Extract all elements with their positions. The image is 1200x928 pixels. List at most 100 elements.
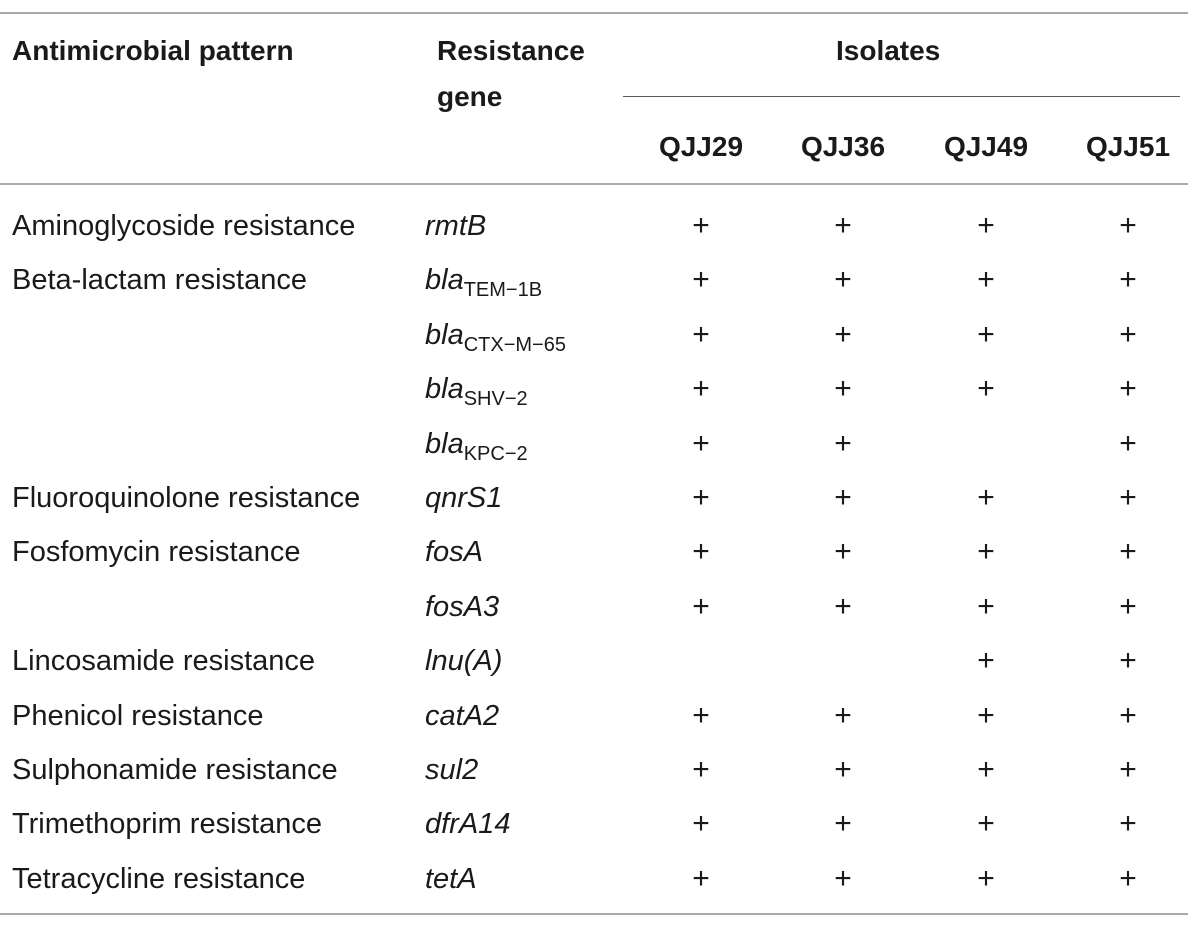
gene-name: dfrA14 [425, 808, 511, 841]
antimicrobial-pattern-cell: Sulphonamide resistance [12, 753, 338, 786]
presence-mark-qjj29: + [692, 426, 710, 460]
presence-mark-qjj29: + [692, 589, 710, 623]
gene-name: sul2 [425, 753, 479, 786]
header-antimicrobial-pattern: Antimicrobial pattern [12, 35, 294, 66]
gene-name: rmtB [425, 210, 487, 242]
gene-variant-subscript: SHV−2 [463, 388, 528, 411]
presence-mark-qjj29: + [692, 263, 710, 297]
presence-mark-qjj51: + [1119, 372, 1137, 406]
presence-mark-qjj49: + [977, 807, 995, 841]
gene-name: bla [425, 427, 464, 460]
antimicrobial-pattern-cell: Phenicol resistance [12, 699, 264, 732]
antimicrobial-pattern-cell: Trimethoprim resistance [12, 808, 322, 841]
presence-mark-qjj51: + [1119, 807, 1137, 841]
resistance-gene-cell: blaTEM−1B [425, 253, 542, 307]
resistance-gene-cell: fosA3 [425, 580, 499, 634]
antimicrobial-pattern-cell: Aminoglycoside resistance [12, 210, 356, 242]
presence-mark-qjj49: + [977, 317, 995, 351]
presence-mark-qjj49: + [977, 209, 995, 242]
presence-mark-qjj51: + [1119, 589, 1137, 623]
presence-mark-qjj36: + [834, 209, 852, 242]
presence-mark-qjj29: + [692, 535, 710, 569]
table-row: Trimethoprim resistance dfrA14 + + + + [0, 797, 1188, 851]
header-gene-line2: gene [437, 81, 503, 112]
gene-variant-subscript: TEM−1B [463, 279, 543, 302]
header-isolate-qjj51: QJJ51 [1085, 131, 1171, 162]
header-gene-line1: Resistance [437, 35, 585, 66]
gene-name: fosA3 [425, 590, 500, 623]
table-row: Phenicol resistance catA2 + + + + [0, 689, 1188, 743]
table-row: Beta-lactam resistance blaTEM−1B + + + + [0, 253, 1188, 307]
gene-name: bla [425, 318, 464, 351]
resistance-gene-cell: blaCTX−M−65 [425, 308, 566, 362]
resistance-gene-cell: catA2 [425, 689, 499, 743]
presence-mark-qjj51: + [1119, 698, 1137, 732]
presence-mark-qjj36: + [834, 861, 852, 895]
presence-mark-qjj29: + [692, 861, 710, 895]
presence-mark-qjj29: + [692, 209, 710, 242]
header-isolate-qjj36: QJJ36 [800, 131, 886, 162]
presence-mark-qjj36: + [834, 480, 852, 514]
resistance-gene-cell: blaSHV−2 [425, 362, 528, 416]
header-isolate-qjj49: QJJ49 [943, 131, 1029, 162]
presence-mark-qjj51: + [1119, 752, 1137, 786]
table-row: blaCTX−M−65 + + + + [0, 308, 1188, 362]
presence-mark-qjj51: + [1119, 263, 1137, 297]
presence-mark-qjj51: + [1119, 861, 1137, 895]
presence-mark-qjj49: + [977, 698, 995, 732]
presence-mark-qjj36: + [834, 752, 852, 786]
presence-mark-qjj49: + [977, 644, 995, 678]
resistance-gene-cell: qnrS1 [425, 471, 502, 525]
resistance-gene-cell: rmtB [425, 199, 486, 253]
presence-mark-qjj49: + [977, 372, 995, 406]
table-row: fosA3 + + + + [0, 580, 1188, 634]
presence-mark-qjj51: + [1119, 317, 1137, 351]
table-row: Aminoglycoside resistance rmtB + + + + [0, 199, 1188, 253]
antimicrobial-pattern-cell: Beta-lactam resistance [12, 264, 307, 297]
gene-name: bla [425, 264, 464, 297]
resistance-gene-cell: fosA [425, 525, 483, 579]
antimicrobial-pattern-cell: Fluoroquinolone resistance [12, 481, 361, 514]
presence-mark-qjj49: + [977, 263, 995, 297]
presence-mark-qjj29: + [692, 698, 710, 732]
presence-mark-qjj49: + [977, 752, 995, 786]
presence-mark-qjj49: + [977, 480, 995, 514]
presence-mark-qjj36: + [834, 807, 852, 841]
presence-mark-qjj36: + [834, 372, 852, 406]
gene-name: catA2 [425, 699, 500, 732]
table-bottom-rule [0, 913, 1188, 915]
presence-mark-qjj36: + [834, 263, 852, 297]
gene-name: qnrS1 [425, 481, 503, 514]
antimicrobial-pattern-cell: Fosfomycin resistance [12, 536, 301, 569]
resistance-gene-cell: tetA [425, 852, 477, 906]
header-isolates: Isolates [836, 35, 941, 66]
presence-mark-qjj29: + [692, 752, 710, 786]
presence-mark-qjj36: + [834, 535, 852, 569]
resistance-gene-cell: lnu(A) [425, 634, 502, 688]
gene-name: fosA [425, 536, 484, 569]
gene-name: tetA [425, 862, 477, 895]
resistance-gene-cell: blaKPC−2 [425, 417, 528, 471]
presence-mark-qjj51: + [1119, 644, 1137, 678]
gene-name: lnu(A) [425, 645, 503, 678]
table-row: Tetracycline resistance tetA + + + + [0, 852, 1188, 906]
presence-mark-qjj36: + [834, 426, 852, 460]
antimicrobial-pattern-cell: Tetracycline resistance [12, 862, 306, 895]
presence-mark-qjj51: + [1119, 209, 1137, 242]
table-row: Lincosamide resistance lnu(A) + + [0, 634, 1188, 688]
antimicrobial-pattern-cell: Lincosamide resistance [12, 645, 316, 678]
table-row: blaKPC−2 + + + [0, 417, 1188, 471]
presence-mark-qjj29: + [692, 807, 710, 841]
table-header-rule [0, 183, 1188, 185]
header-isolate-qjj29: QJJ29 [658, 131, 744, 162]
presence-mark-qjj29: + [692, 480, 710, 514]
presence-mark-qjj49: + [977, 589, 995, 623]
gene-variant-subscript: KPC−2 [463, 442, 528, 465]
resistance-gene-cell: sul2 [425, 743, 478, 797]
presence-mark-qjj36: + [834, 589, 852, 623]
presence-mark-qjj51: + [1119, 480, 1137, 514]
header-resistance-gene: Resistance gene [437, 28, 585, 120]
presence-mark-qjj36: + [834, 317, 852, 351]
table-row: Sulphonamide resistance sul2 + + + + [0, 743, 1188, 797]
table-row: blaSHV−2 + + + + [0, 362, 1188, 416]
